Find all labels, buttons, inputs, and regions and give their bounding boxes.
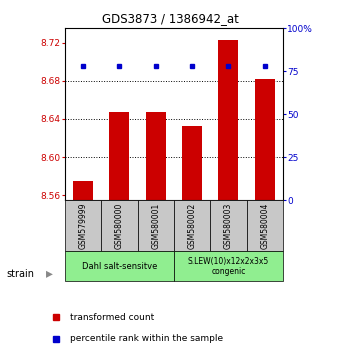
Bar [65,200,101,251]
Text: GSM580003: GSM580003 [224,202,233,249]
Text: GSM580001: GSM580001 [151,202,160,249]
Bar [73,181,93,200]
Bar [255,79,275,200]
Bar [247,200,283,251]
Bar [65,251,174,281]
Bar [109,112,129,200]
Text: GSM580000: GSM580000 [115,202,124,249]
Bar [210,200,247,251]
Text: transformed count: transformed count [70,313,154,322]
Bar [219,40,238,200]
Bar [137,200,174,251]
Text: strain: strain [7,269,35,279]
Bar [101,200,137,251]
Text: Dahl salt-sensitve: Dahl salt-sensitve [81,262,157,271]
Text: GSM580004: GSM580004 [260,202,269,249]
Text: GDS3873 / 1386942_at: GDS3873 / 1386942_at [102,12,239,25]
Text: S.LEW(10)x12x2x3x5
congenic: S.LEW(10)x12x2x3x5 congenic [188,257,269,276]
Text: GSM579999: GSM579999 [78,202,88,249]
Text: percentile rank within the sample: percentile rank within the sample [70,335,223,343]
Bar [146,112,166,200]
Bar [174,200,210,251]
Polygon shape [46,271,53,278]
Bar [174,251,283,281]
Text: GSM580002: GSM580002 [188,202,197,249]
Bar [182,126,202,200]
